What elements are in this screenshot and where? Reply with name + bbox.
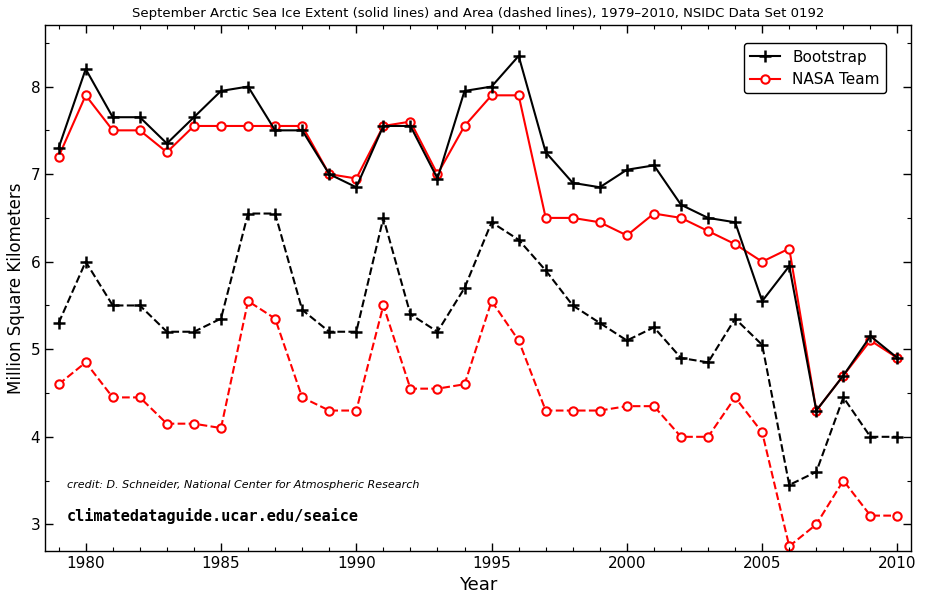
NASA Team xyxy=(757,258,768,265)
NASA Team xyxy=(296,123,307,130)
Bootstrap xyxy=(351,184,362,191)
NASA Team xyxy=(81,92,92,99)
NASA Team xyxy=(783,245,795,252)
Bootstrap xyxy=(838,372,849,379)
Bootstrap xyxy=(188,114,199,121)
Bootstrap xyxy=(568,179,579,186)
NASA Team xyxy=(188,123,199,130)
Line: NASA Team: NASA Team xyxy=(55,91,902,415)
Bootstrap xyxy=(216,87,227,94)
Bootstrap xyxy=(134,114,145,121)
Text: credit: D. Schneider, National Center for Atmospheric Research: credit: D. Schneider, National Center fo… xyxy=(67,480,419,490)
NASA Team xyxy=(540,215,551,222)
Bootstrap xyxy=(107,114,119,121)
Bootstrap xyxy=(892,355,903,362)
X-axis label: Year: Year xyxy=(459,576,497,594)
NASA Team xyxy=(378,123,389,130)
Bootstrap xyxy=(621,166,632,173)
Bootstrap xyxy=(703,215,714,222)
Bootstrap xyxy=(783,263,795,270)
Line: Bootstrap: Bootstrap xyxy=(53,50,903,416)
Bootstrap xyxy=(757,297,768,305)
NASA Team xyxy=(432,171,443,178)
Legend: Bootstrap, NASA Team: Bootstrap, NASA Team xyxy=(744,43,886,93)
Y-axis label: Million Square Kilometers: Million Square Kilometers xyxy=(6,182,25,394)
NASA Team xyxy=(405,118,416,125)
Bootstrap xyxy=(865,332,876,340)
Bootstrap xyxy=(730,219,741,226)
NASA Team xyxy=(107,127,119,134)
Bootstrap xyxy=(243,83,254,90)
Bootstrap xyxy=(486,83,497,90)
Bootstrap xyxy=(81,66,92,73)
NASA Team xyxy=(53,153,64,160)
NASA Team xyxy=(865,337,876,344)
Bootstrap xyxy=(459,87,470,94)
NASA Team xyxy=(459,123,470,130)
NASA Team xyxy=(216,123,227,130)
Bootstrap xyxy=(594,184,606,191)
NASA Team xyxy=(161,148,172,156)
Bootstrap xyxy=(378,123,389,130)
NASA Team xyxy=(134,127,145,134)
Bootstrap xyxy=(540,148,551,156)
Bootstrap xyxy=(432,175,443,182)
NASA Team xyxy=(243,123,254,130)
Bootstrap xyxy=(513,52,524,59)
Bootstrap xyxy=(405,123,416,130)
NASA Team xyxy=(648,210,659,217)
NASA Team xyxy=(892,355,903,362)
NASA Team xyxy=(621,232,632,239)
NASA Team xyxy=(513,92,524,99)
Bootstrap xyxy=(648,162,659,169)
NASA Team xyxy=(324,171,335,178)
NASA Team xyxy=(703,227,714,234)
NASA Team xyxy=(730,240,741,248)
NASA Team xyxy=(838,372,849,379)
NASA Team xyxy=(351,175,362,182)
Bootstrap xyxy=(296,127,307,134)
Bootstrap xyxy=(324,171,335,178)
NASA Team xyxy=(811,407,822,414)
Bootstrap xyxy=(675,201,686,209)
Bootstrap xyxy=(269,127,281,134)
NASA Team xyxy=(486,92,497,99)
Title: September Arctic Sea Ice Extent (solid lines) and Area (dashed lines), 1979–2010: September Arctic Sea Ice Extent (solid l… xyxy=(131,7,824,20)
Bootstrap xyxy=(53,144,64,151)
NASA Team xyxy=(594,219,606,226)
NASA Team xyxy=(269,123,281,130)
NASA Team xyxy=(568,215,579,222)
Text: climatedataguide.ucar.edu/seaice: climatedataguide.ucar.edu/seaice xyxy=(67,508,358,524)
Bootstrap xyxy=(811,407,822,414)
Bootstrap xyxy=(161,140,172,147)
NASA Team xyxy=(675,215,686,222)
